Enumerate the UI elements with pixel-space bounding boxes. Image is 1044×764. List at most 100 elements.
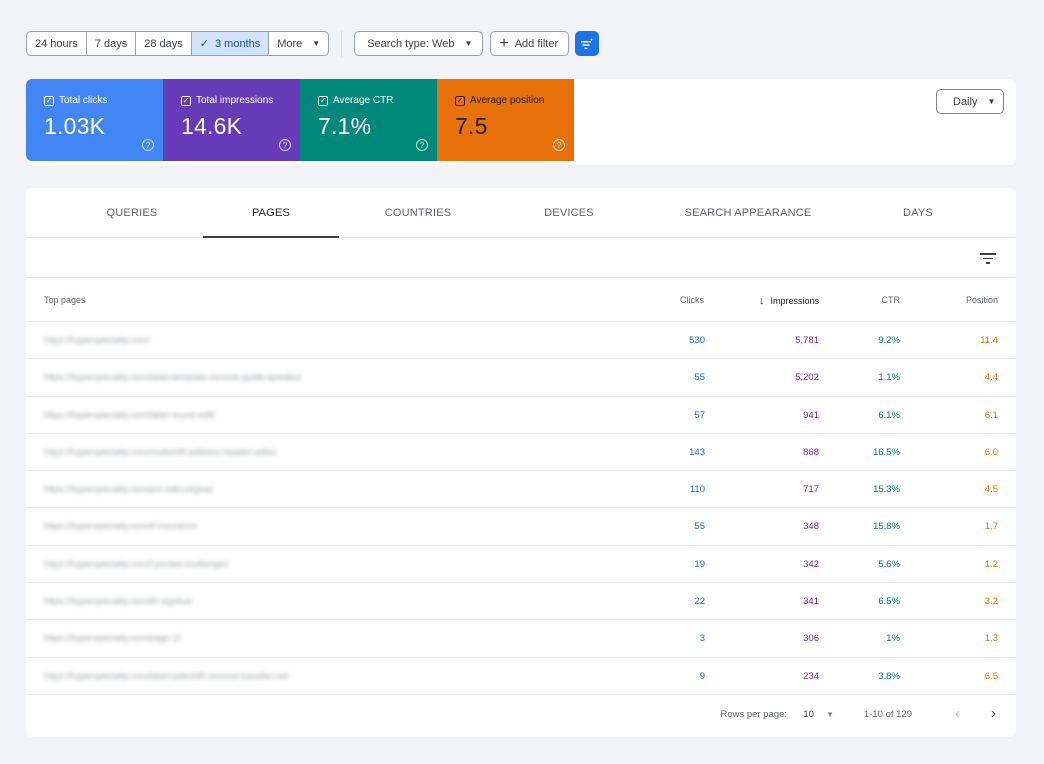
caret-down-icon: ▼: [987, 97, 996, 106]
search-type-label: Search type: Web: [367, 37, 455, 50]
impressions-value: 868: [803, 446, 819, 458]
ctr-value: 15.3%: [873, 484, 900, 496]
granularity-label: Daily: [953, 95, 978, 108]
page-url[interactable]: https://hyperspecialty.com/tf-insurance: [44, 521, 197, 532]
metric-label: Total clicks: [59, 95, 108, 106]
table-row[interactable]: https://hyperspecialty.com/label-round-e…: [26, 397, 1016, 434]
impressions-value: 941: [803, 409, 819, 421]
divider: [341, 30, 343, 57]
table-row[interactable]: https://hyperspecialty.com/f-pocket-mult…: [26, 546, 1016, 584]
ctr-value: 16.5%: [873, 446, 900, 458]
help-icon[interactable]: ?: [416, 139, 428, 151]
filter-sparkle-icon: [581, 37, 594, 49]
page-url[interactable]: https://hyperspecialty.com/f-pocket-mult…: [44, 558, 229, 569]
impressions-value: 717: [803, 484, 819, 496]
ctr-value: 15.8%: [873, 521, 900, 533]
page-url[interactable]: https://hyperspecialty.com/label-templat…: [44, 372, 302, 383]
table-row[interactable]: https://hyperspecialty.com/tfr-signhue 2…: [26, 583, 1016, 621]
chevron-right-icon[interactable]: ›: [991, 705, 996, 722]
metric-label-row: ✓ Average CTR: [318, 95, 437, 106]
impressions-value: 348: [803, 521, 819, 533]
clicks-value: 110: [689, 484, 705, 496]
check-icon: ✓: [199, 38, 209, 50]
date-range-7-days[interactable]: 7 days: [87, 32, 137, 55]
table-row[interactable]: https://hyperspecialty.com/pro-edit-orig…: [26, 471, 1016, 509]
table-row[interactable]: https://hyperspecialty.com/label-templat…: [26, 359, 1016, 397]
column-header-clicks[interactable]: Clicks: [680, 295, 704, 305]
page-url[interactable]: https://hyperspecialty.com/tfr-signhue: [44, 596, 193, 607]
help-icon[interactable]: ?: [279, 139, 291, 151]
ctr-value: 1%: [886, 633, 900, 645]
table-row[interactable]: https://hyperspecialty.com/tf-insurance …: [26, 508, 1016, 546]
table-row[interactable]: https://hyperspecialty.com/ 530 5,781 9.…: [26, 322, 1016, 360]
page-url[interactable]: https://hyperspecialty.com/label-round-e…: [44, 409, 215, 420]
metric-value: 7.5: [455, 113, 488, 139]
page-url[interactable]: https://hyperspecialty.com/multishift-ad…: [44, 446, 277, 457]
tab-days[interactable]: DAYS: [848, 188, 988, 238]
metric-label-row: ✓ Total clicks: [44, 95, 163, 106]
tab-label: PAGES: [251, 207, 291, 219]
column-header-position[interactable]: Position: [965, 295, 998, 305]
metric-value: 14.6K: [181, 113, 243, 139]
position-value: 4.5: [984, 484, 998, 496]
clicks-value: 3: [699, 633, 705, 645]
page-url[interactable]: https://hyperspecialty.com/page-2/: [44, 633, 181, 644]
dimension-tabs: QUERIES PAGES COUNTRIES DEVICES SEARCH A…: [26, 188, 1016, 238]
tab-pages[interactable]: PAGES: [203, 188, 339, 238]
tab-search-appearance[interactable]: SEARCH APPEARANCE: [662, 188, 834, 238]
metric-card-average-ctr[interactable]: ✓ Average CTR 7.1% ?: [300, 79, 437, 161]
filter-rows-icon[interactable]: [980, 251, 996, 265]
table-row[interactable]: https://hyperspecialty.com/page-2/ 3 306…: [26, 620, 1016, 658]
clicks-value: 22: [694, 596, 705, 608]
page-url[interactable]: https://hyperspecialty.com/: [44, 335, 150, 345]
date-range-3-months[interactable]: ✓ 3 months: [191, 32, 270, 55]
checkbox-icon: ✓: [455, 95, 465, 106]
help-icon[interactable]: ?: [142, 139, 154, 151]
caret-down-icon: ▼: [464, 39, 473, 48]
page-url[interactable]: https://hyperspecialty.com/label-sideshi…: [44, 670, 289, 681]
table-row[interactable]: https://hyperspecialty.com/label-sideshi…: [26, 658, 1016, 695]
metric-card-average-position[interactable]: ✓ Average position 7.5 ?: [437, 79, 574, 161]
rows-per-page-select[interactable]: 10: [803, 709, 814, 720]
filter-bar: 24 hours 7 days 28 days ✓ 3 months More ▼ …: [26, 30, 600, 57]
ctr-value: 5.6%: [878, 558, 900, 570]
rows-per-page-label: Rows per page:: [720, 709, 787, 720]
column-header-page: Top pages: [44, 295, 86, 305]
date-range-28-days[interactable]: 28 days: [136, 32, 192, 55]
date-range-24-hours[interactable]: 24 hours: [27, 32, 87, 55]
impressions-value: 342: [803, 558, 819, 570]
date-range-label: 28 days: [144, 37, 183, 50]
clicks-value: 9: [699, 670, 705, 682]
tab-label: DEVICES: [544, 207, 594, 219]
search-type-dropdown[interactable]: Search type: Web ▼: [354, 31, 484, 56]
clicks-value: 143: [689, 446, 705, 458]
plus-icon: +: [499, 34, 509, 52]
date-range-more[interactable]: More ▼: [269, 32, 328, 55]
page-url[interactable]: https://hyperspecialty.com/pro-edit-orig…: [44, 484, 213, 495]
tab-devices[interactable]: DEVICES: [499, 188, 639, 238]
add-filter-button[interactable]: + Add filter: [490, 31, 570, 56]
filter-settings-button[interactable]: [575, 31, 600, 56]
tab-countries[interactable]: COUNTRIES: [348, 188, 488, 238]
granularity-dropdown[interactable]: Daily ▼: [936, 89, 1004, 114]
caret-down-icon[interactable]: ▼: [826, 710, 834, 719]
clicks-value: 55: [694, 372, 705, 384]
metric-card-total-clicks[interactable]: ✓ Total clicks 1.03K ?: [26, 79, 163, 161]
clicks-value: 57: [694, 409, 705, 421]
date-range-label: 24 hours: [35, 37, 78, 50]
ctr-value: 6.5%: [878, 596, 900, 608]
metric-card-total-impressions[interactable]: ✓ Total impressions 14.6K ?: [163, 79, 300, 161]
metric-label-row: ✓ Average position: [455, 95, 574, 106]
column-header-impressions[interactable]: ↓ Impressions: [759, 295, 819, 307]
position-value: 1.7: [984, 521, 998, 533]
tab-queries[interactable]: QUERIES: [62, 188, 202, 238]
chevron-left-icon[interactable]: ‹: [955, 705, 960, 722]
table-row[interactable]: https://hyperspecialty.com/multishift-ad…: [26, 434, 1016, 472]
caret-down-icon: ▼: [312, 39, 321, 48]
date-range-selector: 24 hours 7 days 28 days ✓ 3 months More ▼: [26, 31, 330, 56]
impressions-value: 5,781: [795, 335, 819, 346]
date-range-label: More: [277, 37, 303, 50]
help-icon[interactable]: ?: [553, 139, 565, 151]
impressions-value: 234: [803, 670, 819, 682]
column-header-ctr[interactable]: CTR: [881, 295, 901, 305]
